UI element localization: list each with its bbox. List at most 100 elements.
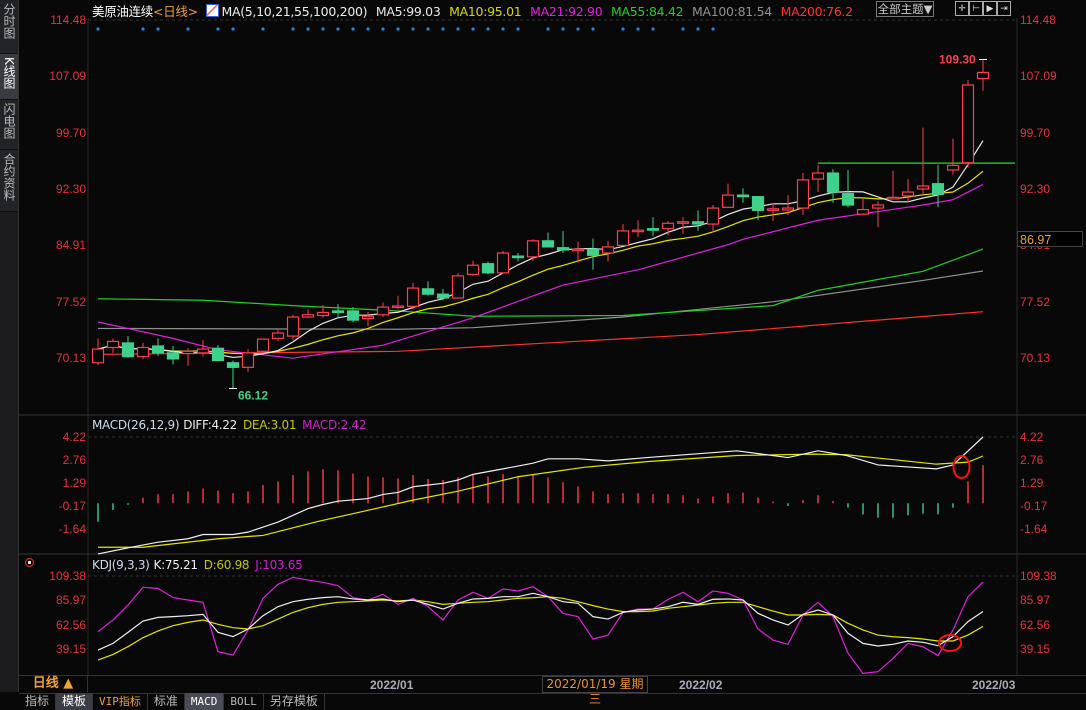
- ma10-value: MA10:95.01: [449, 4, 522, 19]
- candle-up: [181, 350, 195, 355]
- period-toggle[interactable]: 日线 ▲: [19, 676, 88, 692]
- jump-to-end-icon[interactable]: ⇥: [997, 1, 1011, 16]
- ma5-line: [97, 140, 984, 359]
- candle-down: [436, 293, 450, 299]
- ma-params: MA(5,10,21,55,100,200): [221, 4, 368, 19]
- price-tick-label: 70.13: [1020, 350, 1051, 365]
- candle-down: [541, 240, 555, 248]
- candle-up: [706, 207, 720, 225]
- play-forward-icon[interactable]: ▶: [983, 1, 997, 16]
- kdj-tick-label: 85.97: [1020, 593, 1051, 608]
- event-marker-dot: [141, 27, 145, 31]
- kdj-d-line: [97, 596, 984, 661]
- macd-diff-line: [97, 436, 984, 555]
- kdj-j-line: [97, 576, 984, 674]
- candle-up: [961, 84, 975, 164]
- event-marker-dot: [321, 27, 325, 31]
- candle-up: [856, 208, 870, 215]
- event-marker-dot: [381, 27, 385, 31]
- candle-down: [151, 345, 165, 354]
- candle-down: [346, 310, 360, 321]
- candle-up: [391, 305, 405, 309]
- event-marker-dot: [411, 27, 415, 31]
- tab-vip-indicators[interactable]: VIP指标: [93, 693, 148, 710]
- candle-up: [361, 315, 375, 320]
- event-marker-dot: [501, 27, 505, 31]
- event-marker-dot: [261, 27, 265, 31]
- ma55-line: [97, 248, 984, 317]
- candle-up: [316, 311, 330, 317]
- candle-down: [931, 183, 945, 195]
- event-marker-dot: [306, 27, 310, 31]
- event-marker-dot: [366, 27, 370, 31]
- kdj-tick-label: 85.97: [55, 593, 86, 608]
- highlight-circle: [938, 634, 962, 652]
- candle-up: [376, 306, 390, 316]
- price-tick-label: 107.09: [49, 69, 86, 84]
- event-marker-dot: [591, 27, 595, 31]
- tab-macd[interactable]: MACD: [184, 693, 225, 710]
- kdj-title: KDJ(9,3,3): [92, 558, 150, 572]
- kdj-j-value: J:103.65: [255, 558, 303, 572]
- candle-up: [676, 221, 690, 224]
- candle-down: [841, 192, 855, 206]
- candle-down: [691, 221, 705, 225]
- candle-up: [496, 252, 510, 274]
- candle-down: [736, 194, 750, 198]
- candle-down: [121, 342, 135, 358]
- macd-diff-value: DIFF:4.22: [183, 418, 237, 432]
- sidebar-tab-contract-info[interactable]: 合约资料: [0, 150, 18, 212]
- event-marker-dot: [216, 27, 220, 31]
- event-marker-dot: [471, 27, 475, 31]
- event-marker-dot: [456, 27, 460, 31]
- price-tick-label: 114.48: [50, 13, 86, 27]
- candle-up: [466, 264, 480, 275]
- ma200-line: [97, 311, 984, 355]
- candle-up: [106, 340, 120, 349]
- macd-tick-label: 4.22: [1020, 430, 1044, 444]
- price-tick-label: 99.70: [1020, 125, 1051, 140]
- kdj-header: KDJ(9,3,3) K:75.21 D:60.98 J:103.65: [92, 558, 308, 572]
- tab-save-template[interactable]: 另存模板: [264, 693, 325, 710]
- candle-up: [766, 208, 780, 211]
- tab-templates[interactable]: 模板: [56, 693, 94, 710]
- tab-standard[interactable]: 标准: [148, 693, 185, 710]
- sidebar-tab-flash-chart[interactable]: 闪电图: [0, 100, 18, 150]
- candle-up: [661, 222, 675, 230]
- cursor-date: 2022/01/19 星期三: [542, 676, 648, 706]
- event-marker-dot: [561, 27, 565, 31]
- left-sidebar: 分时图 K线图 闪电图 合约资料: [0, 0, 19, 692]
- event-marker-dot: [156, 27, 160, 31]
- date-tick: 2022/03: [972, 678, 1016, 692]
- candle-up: [136, 346, 150, 358]
- event-marker-dot: [681, 27, 685, 31]
- theme-dropdown-button[interactable]: 全部主题▼: [876, 1, 934, 17]
- price-tick-label: 114.48: [1020, 13, 1056, 27]
- crosshair-icon[interactable]: ✛: [955, 1, 969, 16]
- candle-up: [916, 185, 930, 190]
- candle-down: [556, 247, 570, 251]
- sidebar-tab-kline[interactable]: K线图: [0, 54, 18, 100]
- macd-title: MACD(26,12,9): [92, 418, 180, 432]
- high-price-label: 109.30: [939, 52, 976, 66]
- macd-tick-label: -0.17: [1020, 498, 1048, 513]
- indicator-settings-icon[interactable]: [25, 558, 34, 567]
- tab-indicators[interactable]: 指标: [19, 693, 57, 710]
- tab-boll[interactable]: BOLL: [224, 693, 264, 710]
- event-marker-dot: [696, 27, 700, 31]
- date-axis: 日线 ▲ 2022/01 2022/01/19 星期三 2022/02 2022…: [19, 675, 1086, 706]
- event-marker-dot: [576, 27, 580, 31]
- sidebar-tab-timeshare[interactable]: 分时图: [0, 0, 18, 54]
- event-marker-dot: [231, 27, 235, 31]
- event-marker-dot: [636, 27, 640, 31]
- candle-down: [481, 263, 495, 274]
- candle-down: [331, 310, 345, 314]
- candle-up: [601, 246, 615, 254]
- zoom-range-icon[interactable]: ⊢: [969, 1, 983, 16]
- chart-indicator-icon[interactable]: [206, 4, 220, 17]
- period-label[interactable]: <日线>: [153, 4, 198, 19]
- candle-up: [811, 172, 825, 180]
- date-tick: 2022/02: [679, 678, 723, 692]
- candle-up: [196, 348, 210, 354]
